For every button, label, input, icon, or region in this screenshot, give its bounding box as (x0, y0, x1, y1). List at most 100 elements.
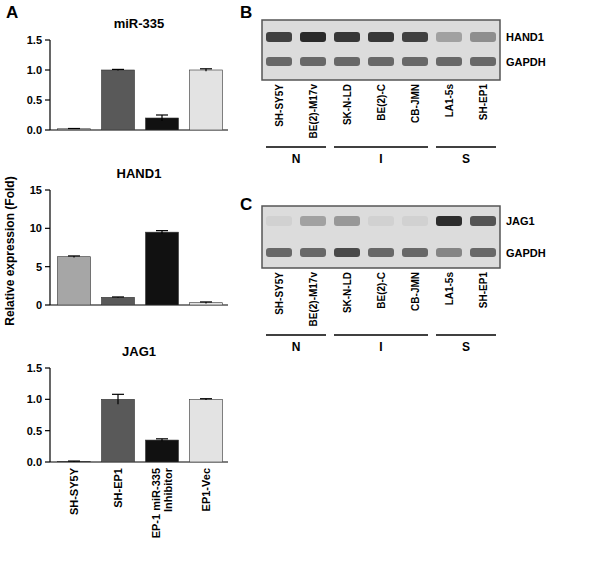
band-label: GAPDH (506, 56, 546, 68)
band (368, 248, 394, 257)
band-label: JAG1 (506, 215, 535, 227)
figure: ABCmiR-3350.00.51.01.5HAND1051015Relativ… (0, 0, 600, 567)
band (402, 32, 428, 42)
band-label: HAND1 (506, 31, 544, 43)
error-cap (200, 68, 212, 69)
bar (102, 70, 135, 130)
bar (58, 129, 91, 130)
bar (146, 440, 179, 462)
lane-label: SH-EP1 (478, 272, 489, 309)
lane-label: SH-SY5Y (274, 272, 285, 315)
x-tick-label: SH-SY5Y (68, 467, 80, 515)
y-tick-label: 0.5 (27, 425, 42, 437)
band (470, 57, 496, 66)
group-label: I (379, 340, 382, 354)
bar (146, 232, 179, 305)
error-cap (156, 114, 168, 115)
y-axis (49, 368, 50, 462)
gel-panel: JAG1GAPDHSH-SY5YBE(2)-M17vSK-N-LDBE(2)-C… (262, 206, 546, 354)
y-tick (45, 399, 50, 400)
error-cap (112, 394, 124, 395)
bars (58, 69, 223, 130)
lane-label: BE(2)-M17v (308, 272, 319, 327)
y-tick-label: 1.0 (27, 64, 42, 76)
error-cap (156, 230, 168, 231)
chart-title: JAG1 (122, 344, 156, 359)
band (402, 216, 428, 226)
error-bar (112, 69, 124, 70)
band (266, 216, 292, 226)
chart: JAG10.00.51.01.5SH-SY5YSH-EP1EP-1 miR-33… (27, 344, 228, 538)
band (402, 248, 428, 257)
error-bar (200, 399, 212, 400)
y-tick (45, 228, 50, 229)
gel (262, 20, 500, 80)
bar (58, 257, 91, 305)
bar (190, 399, 223, 462)
group-label: S (462, 152, 470, 166)
band (368, 32, 394, 42)
chart-title: HAND1 (117, 166, 162, 181)
y-axis (49, 40, 50, 130)
group-line (436, 334, 496, 336)
band (436, 32, 462, 42)
bar (102, 399, 135, 462)
bar (190, 70, 223, 130)
y-tick (45, 39, 50, 40)
error-cap (112, 296, 124, 297)
error-cap (68, 255, 80, 256)
y-tick-label: 0.5 (27, 94, 42, 106)
y-tick (45, 69, 50, 70)
error-bar (68, 256, 80, 258)
lane-label: BE(2)-M17v (308, 84, 319, 139)
band (470, 32, 496, 42)
label-line: Inhibitor (162, 467, 174, 512)
error-bar (68, 128, 80, 130)
band (334, 216, 360, 226)
band (300, 216, 326, 226)
error-bar (68, 461, 80, 462)
y-tick-label: 0 (36, 299, 42, 311)
x-tick-label: EP1-Vec (200, 468, 212, 511)
error-bar (200, 69, 212, 71)
bars (58, 231, 223, 305)
panel-label: B (240, 3, 252, 22)
y-tick-label: 1.5 (27, 362, 42, 374)
lane-label: CB-JMN (410, 272, 421, 311)
y-tick (45, 189, 50, 190)
group-line (266, 334, 326, 336)
band (266, 32, 292, 42)
y-tick-label: 10 (30, 222, 42, 234)
bar (102, 297, 135, 305)
band (368, 57, 394, 66)
band (402, 57, 428, 66)
lane-label: SK-N-LD (342, 272, 353, 313)
band (300, 57, 326, 66)
bars (58, 394, 223, 462)
error-cap (68, 460, 80, 461)
panel-label: C (240, 195, 252, 214)
bar (190, 303, 223, 305)
group-line (334, 334, 428, 336)
band (470, 248, 496, 257)
band (436, 216, 462, 226)
y-tick-label: 0.0 (27, 124, 42, 136)
x-tick-label: EP-1 miR-335Inhibitor (150, 467, 174, 538)
y-axis (49, 190, 50, 305)
y-tick-label: 1.0 (27, 393, 42, 405)
band (334, 32, 360, 42)
group-line (436, 146, 496, 148)
error-bar (156, 231, 168, 234)
y-tick (45, 99, 50, 100)
y-tick (45, 367, 50, 368)
error-cap (200, 301, 212, 302)
error-bar (156, 439, 168, 442)
lane-label: BE(2)-C (376, 84, 387, 121)
lane-label: BE(2)-C (376, 272, 387, 309)
group-label: I (379, 152, 382, 166)
lane-label: LA1-5s (444, 272, 455, 306)
error-cap (200, 398, 212, 399)
error-bar (200, 302, 212, 304)
group-label: S (462, 340, 470, 354)
band (470, 216, 496, 226)
